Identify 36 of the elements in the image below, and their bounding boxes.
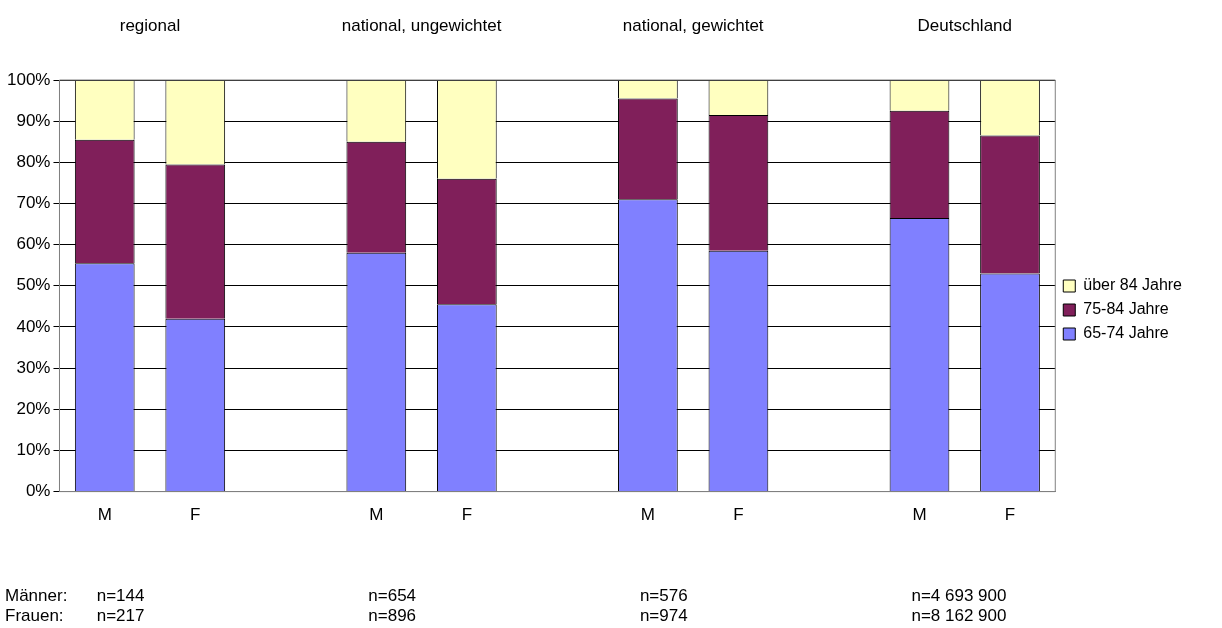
text: national, gewichtet: [622, 15, 764, 35]
legend-label: 75-84 Jahre: [1083, 300, 1169, 318]
text: n=8 162 900: [911, 605, 1007, 625]
y-tick-label: 20%: [16, 398, 51, 418]
x-tick-label: M: [369, 505, 384, 525]
text: n=654: [368, 585, 417, 605]
text: Deutschland: [917, 15, 1012, 35]
legend-label: 65-74 Jahre: [1083, 324, 1169, 342]
y-tick-label: 50%: [16, 275, 51, 295]
y-tick-label: 10%: [16, 440, 51, 460]
legend-label: über 84 Jahre: [1083, 276, 1183, 294]
text: national, ungewichtet: [341, 15, 502, 35]
x-tick-label: F: [733, 505, 744, 525]
y-tick-label: 30%: [16, 357, 51, 377]
y-tick-label: 60%: [16, 234, 51, 254]
x-tick-label: M: [97, 505, 112, 525]
text: Frauen:: [5, 605, 64, 625]
y-tick-label: 90%: [16, 110, 51, 130]
y-tick-label: 40%: [16, 316, 51, 336]
x-tick-label: F: [190, 505, 201, 525]
y-tick-label: 0%: [25, 481, 51, 501]
y-tick-label: 80%: [16, 152, 51, 172]
text: n=896: [368, 605, 417, 625]
text: n=217: [96, 605, 145, 625]
text: Männer:: [5, 585, 68, 605]
y-tick-label: 70%: [16, 193, 51, 213]
text: n=576: [639, 585, 688, 605]
x-tick-label: F: [1004, 505, 1016, 525]
text: n=974: [639, 605, 688, 625]
x-tick-label: F: [461, 505, 473, 525]
x-tick-label: M: [640, 505, 655, 525]
text: n=144: [96, 585, 145, 605]
text: n=4 693 900: [911, 585, 1007, 605]
y-tick-label: 100%: [7, 69, 51, 89]
text: regional: [119, 15, 181, 35]
x-tick-label: M: [912, 505, 927, 525]
